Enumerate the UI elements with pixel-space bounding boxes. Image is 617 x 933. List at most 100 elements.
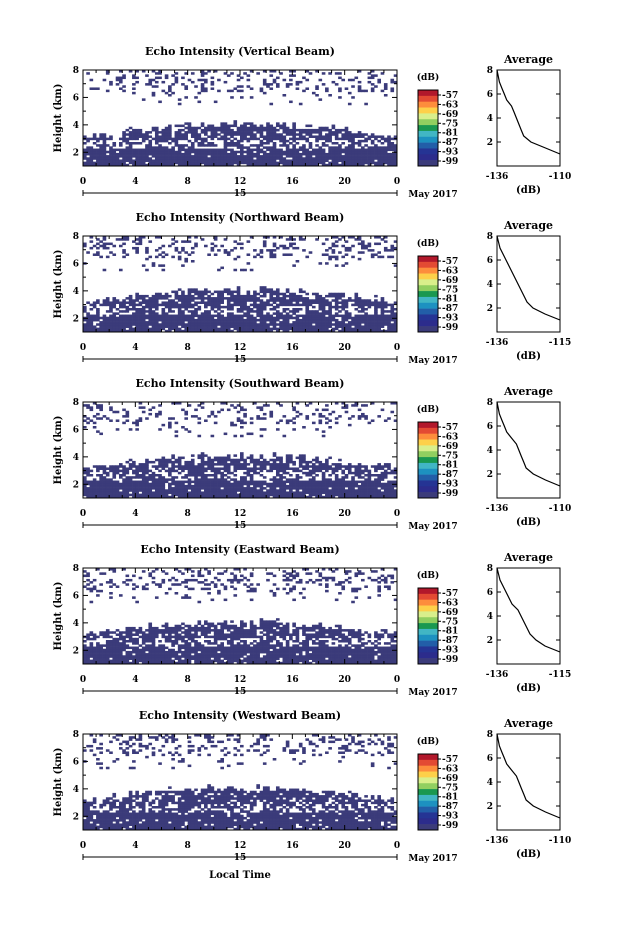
heatmap-cell xyxy=(211,435,215,438)
heatmap-cell xyxy=(103,238,107,241)
heatmap-cell xyxy=(207,142,211,145)
heatmap-cell xyxy=(374,149,378,152)
heatmap-cell xyxy=(276,489,280,492)
heatmap-cell xyxy=(230,306,234,309)
heatmap-cell xyxy=(96,481,100,484)
heatmap-cell xyxy=(90,409,94,412)
heatmap-cell xyxy=(214,481,218,484)
heatmap-cell xyxy=(368,474,372,477)
heatmap-cell xyxy=(279,485,283,488)
heatmap-cell xyxy=(103,483,107,486)
heatmap-cell xyxy=(233,151,237,154)
heatmap-cell xyxy=(266,127,270,130)
colorbar-tick-label: -99 xyxy=(442,323,458,333)
heatmap-cell xyxy=(289,459,293,462)
heatmap-cell xyxy=(292,308,296,311)
heatmap-cell xyxy=(292,295,296,298)
heatmap-cell xyxy=(384,83,388,86)
heatmap-cell xyxy=(135,315,139,318)
heatmap-cell xyxy=(109,243,113,246)
heatmap-cell xyxy=(96,243,100,246)
heatmap-cell xyxy=(305,319,309,322)
heatmap-cell xyxy=(132,321,136,324)
heatmap-cell xyxy=(155,485,159,488)
heatmap-cell xyxy=(250,151,254,154)
heatmap-cell xyxy=(283,122,287,125)
profile-y-tick-label: 8 xyxy=(487,66,493,76)
heatmap-cell xyxy=(184,489,188,492)
heatmap-cell xyxy=(243,151,247,154)
heatmap-cell xyxy=(135,162,139,165)
heatmap-cell xyxy=(279,133,283,136)
heatmap-cell xyxy=(119,245,123,248)
heatmap-cell xyxy=(312,489,316,492)
heatmap-cell xyxy=(148,321,152,324)
heatmap-cell xyxy=(250,149,254,152)
heatmap-cell xyxy=(168,306,172,309)
heatmap-cell xyxy=(364,481,368,484)
profile-x-tick-label: -110 xyxy=(549,172,572,182)
heatmap-cell xyxy=(148,240,152,243)
heatmap-cell xyxy=(90,319,94,322)
heatmap-cell xyxy=(332,149,336,152)
heatmap-cell xyxy=(322,151,326,154)
heatmap-cell xyxy=(214,487,218,490)
heatmap-cell xyxy=(348,135,352,138)
heatmap-cell xyxy=(302,299,306,302)
heatmap-cell xyxy=(253,293,257,296)
heatmap-cell xyxy=(139,321,143,324)
heatmap-cell xyxy=(243,478,247,481)
profile-y-tick-label: 4 xyxy=(487,280,493,290)
heatmap-cell xyxy=(96,151,100,154)
heatmap-cell xyxy=(168,135,172,138)
heatmap-cell xyxy=(207,491,211,494)
heatmap-cell xyxy=(240,157,244,160)
heatmap-cell xyxy=(191,297,195,300)
heatmap-cell xyxy=(197,470,201,473)
heatmap-cell xyxy=(224,470,228,473)
heatmap-cell xyxy=(106,247,110,250)
heatmap-cell xyxy=(354,157,358,160)
heatmap-cell xyxy=(250,144,254,147)
heatmap-cell xyxy=(227,125,231,128)
heatmap-cell xyxy=(217,90,221,93)
heatmap-cell xyxy=(227,485,231,488)
heatmap-cell xyxy=(322,308,326,311)
y-tick-label: 2 xyxy=(73,148,79,158)
heatmap-cell xyxy=(116,428,120,431)
heatmap-cell xyxy=(201,476,205,479)
heatmap-cell xyxy=(135,155,139,158)
heatmap-cell xyxy=(341,149,345,152)
heatmap-cell xyxy=(296,149,300,152)
heatmap-cell xyxy=(325,249,329,252)
heatmap-cell xyxy=(260,149,264,152)
heatmap-cell xyxy=(145,461,149,464)
heatmap-cell xyxy=(296,159,300,162)
heatmap-cell xyxy=(283,159,287,162)
heatmap-cell xyxy=(387,463,391,466)
heatmap-cell xyxy=(302,457,306,460)
heatmap-cell xyxy=(90,321,94,324)
heatmap-cell xyxy=(152,162,156,165)
heatmap-cell xyxy=(368,135,372,138)
heatmap-cell xyxy=(86,481,90,484)
heatmap-cell xyxy=(129,159,133,162)
heatmap-cell xyxy=(358,470,362,473)
heatmap-cell xyxy=(247,312,251,315)
heatmap-cell xyxy=(319,138,323,141)
heatmap-cell xyxy=(374,151,378,154)
colorbar-segment xyxy=(418,137,438,143)
heatmap-cell xyxy=(266,323,270,326)
heatmap-cell xyxy=(371,153,375,156)
heatmap-cell xyxy=(322,157,326,160)
heatmap-cell xyxy=(207,310,211,313)
heatmap-cell xyxy=(90,138,94,141)
heatmap-cell xyxy=(99,317,103,320)
heatmap-cell xyxy=(243,489,247,492)
heatmap-cell xyxy=(188,162,192,165)
heatmap-cell xyxy=(364,90,368,93)
heatmap-cell xyxy=(279,491,283,494)
heatmap-cell xyxy=(269,149,273,152)
x-tick-label: 0 xyxy=(80,509,86,519)
heatmap-cell xyxy=(247,295,251,298)
